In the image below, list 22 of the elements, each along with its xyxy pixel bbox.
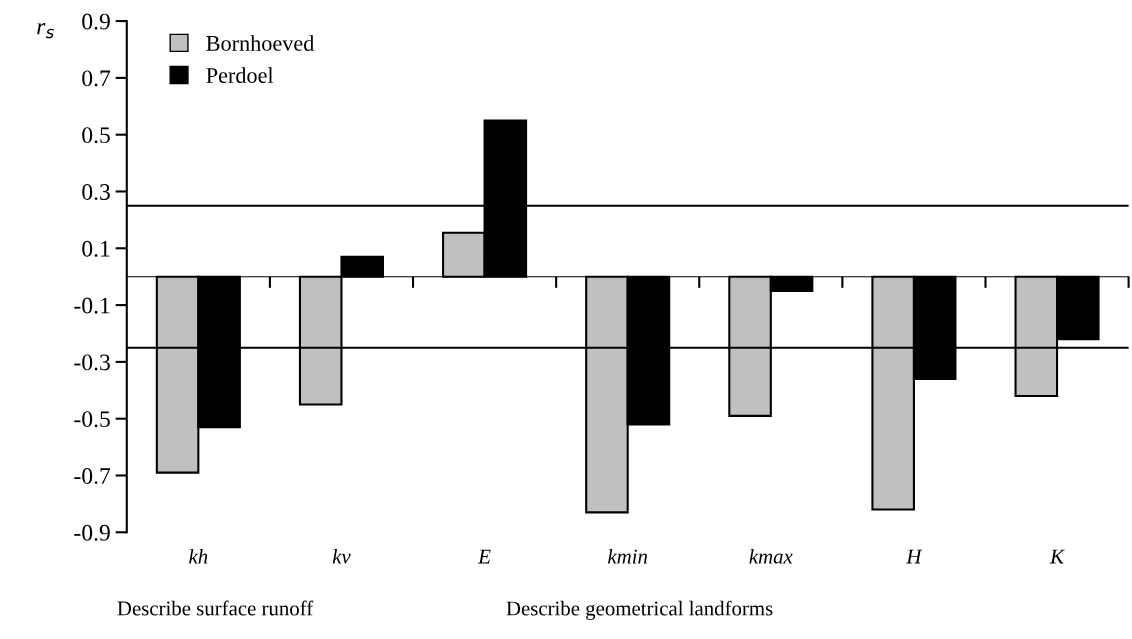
y-tick-label: -0.3 xyxy=(74,354,110,371)
y-axis-title: r$_{s}$ xyxy=(37,23,54,39)
x-tick-label: kmin xyxy=(608,548,648,564)
text: Describe surface runoff xyxy=(117,600,314,616)
x-tick-label: kmax xyxy=(749,548,793,564)
y-tick-label: 0.3 xyxy=(82,183,110,201)
legend-label: Bornhoeved xyxy=(206,35,315,51)
y-tick-label: 0.7 xyxy=(82,70,111,87)
y-tick-label: -0.5 xyxy=(74,411,110,428)
x-tick-label: kv xyxy=(332,548,351,564)
y-tick-label: 0.1 xyxy=(82,240,110,257)
legend-label: Perdoel xyxy=(206,67,274,83)
x-tick-label: K xyxy=(1049,549,1065,564)
text: Describe geometrical landforms xyxy=(506,600,773,620)
y-tick-label: -0.7 xyxy=(74,467,111,485)
y-tick-label: -0.1 xyxy=(74,297,110,314)
y-tick-label: 0.5 xyxy=(82,127,110,144)
y-tick-label: 0.9 xyxy=(82,13,110,30)
x-tick-label: kh xyxy=(189,548,208,564)
y-tick-label: -0.9 xyxy=(74,524,110,541)
x-tick-label: H xyxy=(906,549,923,564)
x-tick-label: E xyxy=(477,549,491,564)
